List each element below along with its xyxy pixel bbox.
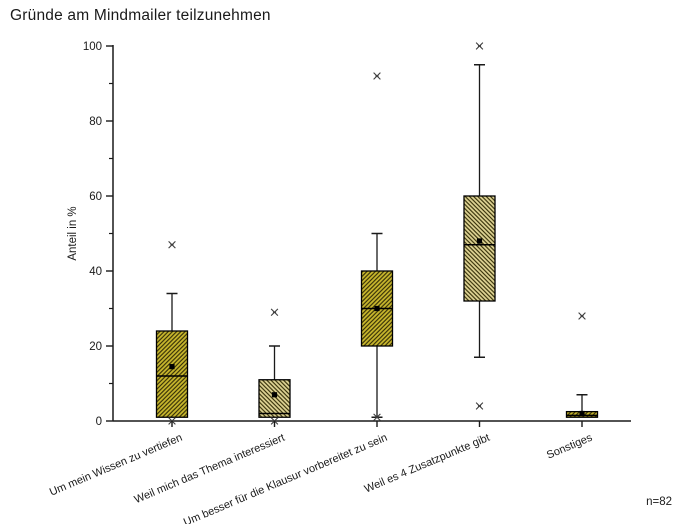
box-iqr — [463, 195, 496, 302]
mean-marker — [374, 305, 380, 312]
box-iqr — [155, 330, 189, 418]
box-group-2: Um besser für die Klausur vorbereitet zu… — [182, 72, 394, 524]
outlier-x-icon — [475, 42, 484, 50]
mean-marker — [169, 364, 175, 370]
outlier-x-icon — [373, 413, 381, 422]
chart-title: Gründe am Mindmailer teilzunehmen — [10, 7, 271, 24]
y-tick-label: 0 — [96, 416, 102, 428]
box-group-3: Weil es 4 Zusatzpunkte gibt — [363, 42, 496, 495]
mean-marker — [476, 238, 483, 244]
outlier-x-icon — [373, 72, 381, 80]
y-axis-title: Anteil in % — [67, 206, 79, 260]
y-tick-label: 20 — [89, 341, 102, 353]
category-label-4: Sonstiges — [545, 432, 595, 462]
outlier-x-icon — [270, 308, 279, 317]
y-tick-label: 40 — [89, 266, 102, 278]
y-tick-label: 80 — [89, 116, 102, 128]
box-group-0: Um mein Wissen zu vertiefen — [48, 240, 189, 499]
axes: 0 20 40 60 80 100 Anteil in % — [67, 41, 631, 428]
mean-marker — [579, 410, 585, 417]
box-group-4: Sonstiges — [545, 312, 599, 462]
y-tick-label: 60 — [89, 191, 102, 203]
mean-marker — [271, 392, 278, 398]
outlier-x-icon — [578, 312, 586, 320]
sample-size-label: n=82 — [646, 496, 672, 508]
box-iqr — [258, 379, 291, 418]
outlier-x-icon — [168, 240, 176, 249]
y-tick-label: 100 — [83, 41, 102, 53]
outlier-x-icon — [475, 402, 484, 410]
category-label-2: Um besser für die Klausur vorbereitet zu… — [182, 432, 389, 524]
